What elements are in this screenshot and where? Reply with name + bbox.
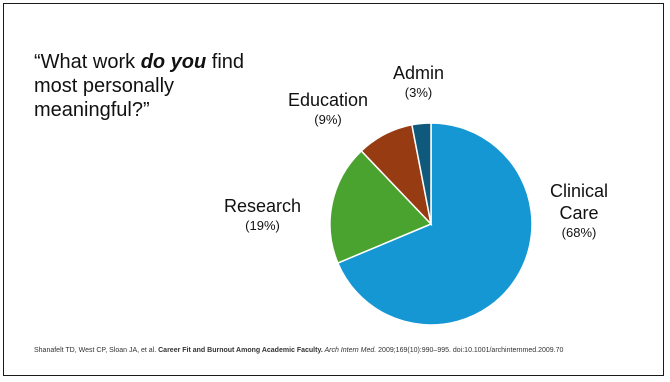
slice-label-research-line-1: Research xyxy=(224,196,302,216)
slice-label-clinical-care-line-2: Care xyxy=(559,203,599,223)
citation-journal: Arch Intern Med. xyxy=(322,347,377,354)
citation-title: Career Fit and Burnout Among Academic Fa… xyxy=(158,347,323,354)
citation-details: 2009;169(10):990–995. doi:10.1001/archin… xyxy=(376,347,564,354)
slide-frame xyxy=(3,3,664,376)
slide-question: “What work do you find most personally m… xyxy=(34,50,274,122)
slice-label-admin: Admin (3%) xyxy=(393,62,444,101)
citation: Shanafelt TD, West CP, Sloan JA, et al. … xyxy=(34,347,563,354)
slice-pct-admin: (3%) xyxy=(404,85,433,100)
slice-pct-research: (19%) xyxy=(245,218,280,233)
slice-label-education-line-1: Education xyxy=(288,90,369,110)
slice-pct-education: (9%) xyxy=(314,112,342,127)
slice-label-admin-line-1: Admin xyxy=(393,63,445,83)
question-emphasis: do you xyxy=(140,51,207,73)
pie-slice-admin xyxy=(411,122,432,225)
citation-authors: Shanafelt TD, West CP, Sloan JA, et al. xyxy=(34,347,159,354)
slice-label-clinical-care: Clinical Care (68%) xyxy=(550,180,608,241)
question-part-1: “What work xyxy=(34,51,141,73)
question-part-2: find most personally meaningful?” xyxy=(34,51,245,121)
pie-slice-research xyxy=(329,149,433,265)
slice-pct-clinical-care: (68%) xyxy=(561,225,597,240)
slice-label-education: Education (9%) xyxy=(288,89,368,128)
pie-slice-clinical-care xyxy=(336,122,533,326)
slice-label-clinical-care-line-1: Clinical xyxy=(550,181,609,201)
slice-label-research: Research (19%) xyxy=(224,195,301,234)
